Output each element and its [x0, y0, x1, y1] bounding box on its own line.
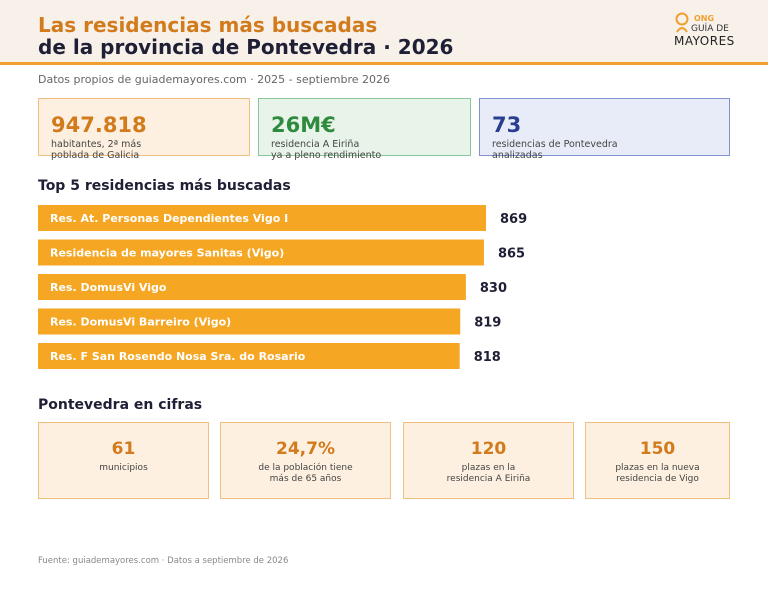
stat-label: de la población tiene más de 65 años: [225, 463, 386, 485]
cifras-title: Pontevedra en cifras: [38, 397, 203, 413]
stat-value: 61: [111, 439, 136, 459]
stat-card-plazas-vigo: 150 plazas en la nueva residencia de Vig…: [585, 422, 730, 499]
bar-category-label: Res. DomusVi Barreiro (Vigo): [50, 316, 231, 329]
bar: [38, 239, 484, 266]
subtitle: Datos propios de guiademayores.com · 202…: [38, 73, 390, 86]
kpi-label-line: residencias de Pontevedra: [492, 139, 618, 150]
bar: [38, 205, 486, 231]
stat-label-line: municipios: [99, 463, 148, 473]
stat-label-line: plazas en la nueva: [615, 463, 700, 473]
stat-value: 24,7%: [276, 439, 335, 459]
stat-label-line: más de 65 años: [269, 474, 342, 484]
stat-card-poblacion: 24,7% de la población tiene más de 65 añ…: [220, 422, 391, 499]
kpi-label-line: ya a pleno rendimiento: [271, 150, 382, 161]
footer-source: Fuente: guiademayores.com · Datos a sept…: [38, 556, 289, 566]
kpi-label: residencia A Eiriña ya a pleno rendimien…: [271, 139, 451, 161]
stat-card-municipios: 61 municipios: [38, 422, 209, 499]
logo-mayores-text: MAYORES: [674, 34, 735, 48]
page-title-line1: Las residencias más buscadas: [38, 13, 378, 37]
kpi-label-line: analizadas: [492, 150, 543, 161]
stat-label-line: residencia A Eiriña: [446, 474, 531, 484]
stat-label-line: de la población tiene: [258, 463, 353, 473]
stat-card-plazas-eirina: 120 plazas en la residencia A Eiriña: [403, 422, 574, 499]
kpi-label-line: residencia A Eiriña: [271, 139, 360, 150]
bar-value-label: 818: [474, 350, 501, 365]
bar-category-label: Residencia de mayores Sanitas (Vigo): [50, 247, 284, 260]
bar: [38, 343, 460, 369]
stat-label-line: residencia de Vigo: [616, 474, 699, 484]
stat-value: 150: [639, 439, 676, 459]
bar: [38, 308, 461, 335]
kpi-card-residencias: 73 residencias de Pontevedra analizadas: [479, 98, 730, 161]
bar-value-label: 830: [480, 281, 507, 296]
kpi-label: residencias de Pontevedra analizadas: [492, 139, 672, 161]
logo-ong-text: ONG: [694, 14, 715, 23]
kpi-value: 26M€: [271, 113, 336, 137]
bar-value-label: 865: [498, 247, 525, 262]
guia-de-mayores-logo: ONG GUÍA DE MAYORES: [674, 12, 744, 52]
header-band: Las residencias más buscadas de la provi…: [0, 0, 768, 65]
kpi-card-inversion: 26M€ residencia A Eiriña ya a pleno rend…: [258, 98, 471, 161]
stat-label-line: plazas en la: [461, 463, 516, 473]
kpi-label-line: habitantes, 2ª más: [51, 139, 142, 150]
bar-value-label: 869: [500, 212, 527, 227]
kpi-label-line: poblada de Galicia: [51, 150, 140, 161]
bar-category-label: Res. At. Personas Dependientes Vigo I: [50, 212, 288, 225]
bar-category-label: Res. F San Rosendo Nosa Sra. do Rosario: [50, 350, 306, 363]
logo-person-icon: [675, 12, 689, 33]
top5-title: Top 5 residencias más buscadas: [38, 178, 291, 194]
bar-category-label: Res. DomusVi Vigo: [50, 281, 167, 294]
bar: [38, 274, 466, 300]
kpi-value: 73: [492, 113, 522, 137]
kpi-value: 947.818: [51, 113, 147, 137]
kpi-label: habitantes, 2ª más poblada de Galicia: [51, 139, 231, 161]
bar-value-label: 819: [474, 316, 501, 331]
stat-label: municipios: [43, 463, 204, 474]
kpi-card-habitantes: 947.818 habitantes, 2ª más poblada de Ga…: [38, 98, 250, 161]
stat-value: 120: [470, 439, 507, 459]
stat-label: plazas en la residencia A Eiriña: [408, 463, 569, 485]
stat-label: plazas en la nueva residencia de Vigo: [590, 463, 725, 485]
logo-guia-text: GUÍA DE: [691, 24, 729, 34]
page-title-line2: de la provincia de Pontevedra · 2026: [38, 35, 454, 59]
